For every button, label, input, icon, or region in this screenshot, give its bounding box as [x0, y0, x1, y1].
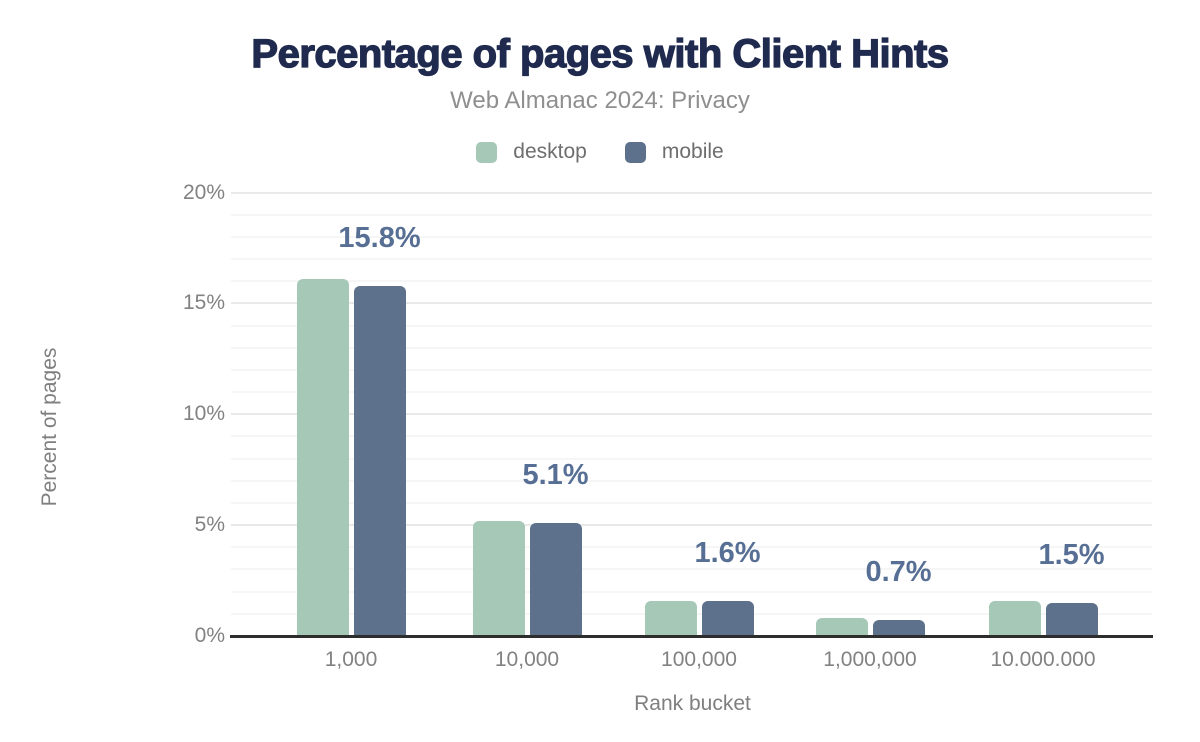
bar-desktop-1 — [296, 278, 349, 636]
x-axis-title: Rank bucket — [634, 692, 751, 715]
gridline-minor — [231, 235, 1152, 238]
bar-value-label: 1.6% — [694, 536, 761, 569]
gridline-minor — [231, 346, 1152, 349]
gridline-minor — [231, 368, 1152, 371]
legend: desktop mobile — [0, 140, 1200, 164]
x-tick-label: 10.000.000 — [990, 648, 1096, 671]
bar-desktop-3 — [644, 600, 697, 636]
bar-desktop-5 — [988, 600, 1041, 636]
x-tick-label: 1,000 — [324, 648, 378, 671]
gridline-minor — [231, 324, 1152, 327]
x-tick-label: 10,000 — [494, 648, 560, 671]
bar-mobile-3 — [701, 600, 754, 636]
gridline-major — [231, 191, 1152, 194]
gridline-minor — [231, 258, 1152, 261]
gridline-minor — [231, 546, 1152, 549]
bar-value-label: 5.1% — [522, 458, 589, 491]
gridline-minor — [231, 391, 1152, 394]
legend-item-mobile: mobile — [624, 140, 724, 164]
bar-desktop-2 — [472, 520, 525, 636]
bar-value-label: 15.8% — [338, 221, 421, 254]
y-tick-label: 10% — [182, 402, 225, 426]
bar-value-label: 0.7% — [865, 556, 932, 589]
bar-mobile-1 — [353, 285, 406, 636]
legend-label-desktop: desktop — [513, 140, 587, 163]
x-axis-line — [230, 635, 1153, 638]
gridline-minor — [231, 457, 1152, 460]
legend-item-desktop: desktop — [476, 140, 587, 164]
chart-title: Percentage of pages with Client Hints — [251, 31, 950, 76]
bar-value-label: 1.5% — [1038, 538, 1105, 571]
bar-mobile-5 — [1045, 602, 1098, 636]
legend-label-mobile: mobile — [661, 140, 724, 163]
gridline-major — [231, 302, 1152, 305]
y-tick-label: 5% — [194, 513, 225, 537]
bar-desktop-4 — [815, 618, 868, 636]
y-tick-label: 0% — [194, 624, 225, 647]
legend-swatch-mobile — [624, 141, 646, 163]
gridline-minor — [231, 280, 1152, 283]
gridline-minor — [231, 213, 1152, 216]
bar-mobile-2 — [529, 522, 582, 636]
chart-subtitle: Web Almanac 2024: Privacy — [450, 87, 750, 114]
gridline-minor — [231, 435, 1152, 438]
gridline-minor — [231, 590, 1152, 593]
gridline-major — [231, 524, 1152, 527]
y-tick-label: 20% — [182, 180, 225, 204]
bar-mobile-4 — [872, 620, 925, 636]
gridline-minor — [231, 501, 1152, 504]
gridline-major — [231, 413, 1152, 416]
x-tick-label: 1,000,000 — [823, 648, 917, 671]
x-tick-label: 100,000 — [661, 648, 737, 671]
legend-swatch-desktop — [476, 141, 498, 163]
gridline-minor — [231, 568, 1152, 571]
gridline-minor — [231, 479, 1152, 482]
y-tick-label: 15% — [182, 291, 225, 315]
y-axis-title: Percent of pages — [38, 347, 61, 507]
